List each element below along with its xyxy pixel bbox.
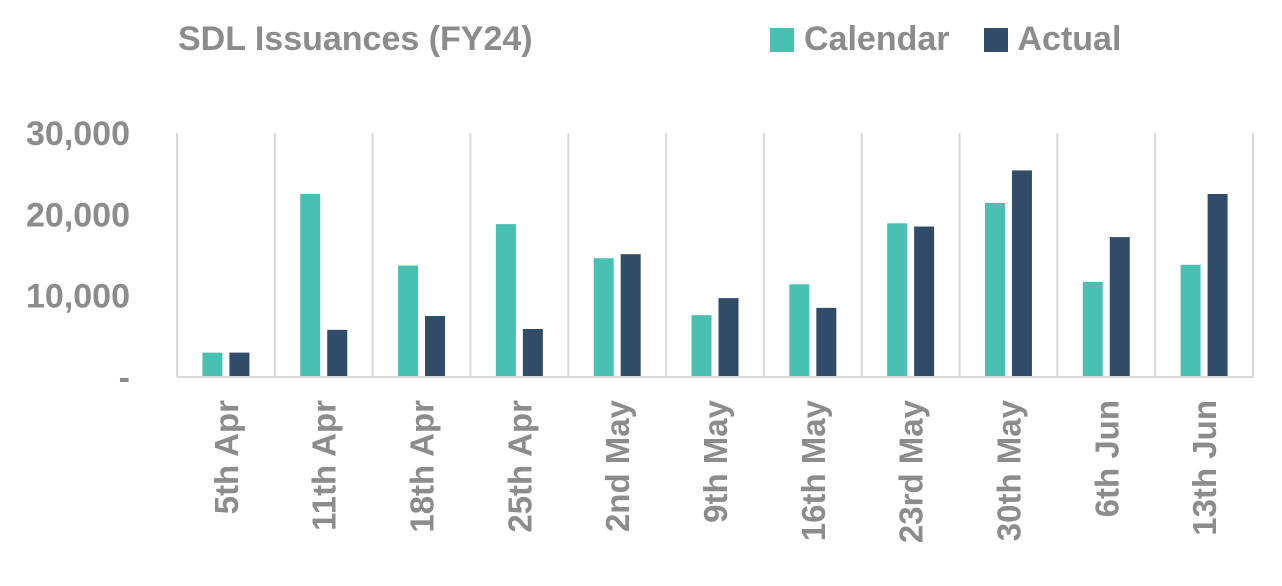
x-tick-label: 23rd May <box>893 399 930 543</box>
bar-calendar <box>887 223 908 377</box>
x-tick-label: 5th Apr <box>208 400 245 514</box>
bar-calendar <box>984 202 1005 377</box>
bar-calendar <box>202 352 223 377</box>
bar-actual <box>229 352 250 377</box>
x-tick-label: 6th Jun <box>1088 400 1125 517</box>
legend-item-actual: Actual <box>983 20 1122 59</box>
bar-actual <box>816 307 837 377</box>
x-tick-label: 25th Apr <box>501 400 538 533</box>
bar-calendar <box>300 194 321 377</box>
bar-actual <box>425 316 446 377</box>
legend-swatch-calendar <box>770 27 794 52</box>
bar-actual <box>522 329 543 377</box>
bar-actual <box>1109 237 1130 377</box>
y-tick-label: 20,000 <box>26 196 130 234</box>
y-tick-label: 10,000 <box>26 278 130 316</box>
bar-calendar <box>691 315 712 377</box>
bar-actual <box>1011 170 1032 377</box>
x-tick-label: 18th Apr <box>404 400 441 533</box>
x-tick-label: 11th Apr <box>306 400 343 531</box>
bar-actual <box>327 329 348 377</box>
bar-calendar <box>495 224 516 377</box>
x-tick-label: 9th May <box>697 399 734 523</box>
legend-item-calendar: Calendar <box>770 20 950 59</box>
bar-calendar <box>789 284 810 377</box>
x-tick-label: 16th May <box>795 399 832 541</box>
bar-calendar <box>593 258 614 377</box>
legend-swatch-actual <box>983 27 1008 52</box>
x-tick-label: 30th May <box>990 399 1027 541</box>
y-tick-label: 30,000 <box>26 115 130 153</box>
bar-calendar <box>1082 281 1103 377</box>
bar-calendar <box>1180 264 1201 377</box>
bar-calendar <box>398 265 419 377</box>
y-tick-label: - <box>119 359 130 397</box>
bar-actual <box>914 226 935 377</box>
bar-actual <box>1207 194 1228 377</box>
x-tick-label: 13th Jun <box>1186 400 1223 536</box>
bar-actual <box>620 254 641 377</box>
legend-label-calendar: Calendar <box>804 20 950 58</box>
bar-actual <box>718 298 739 377</box>
legend-label-actual: Actual <box>1017 20 1122 58</box>
x-tick-label: 2nd May <box>599 399 636 532</box>
chart-title: SDL Issuances (FY24) <box>178 20 533 58</box>
legend: Calendar Actual <box>770 20 1155 59</box>
